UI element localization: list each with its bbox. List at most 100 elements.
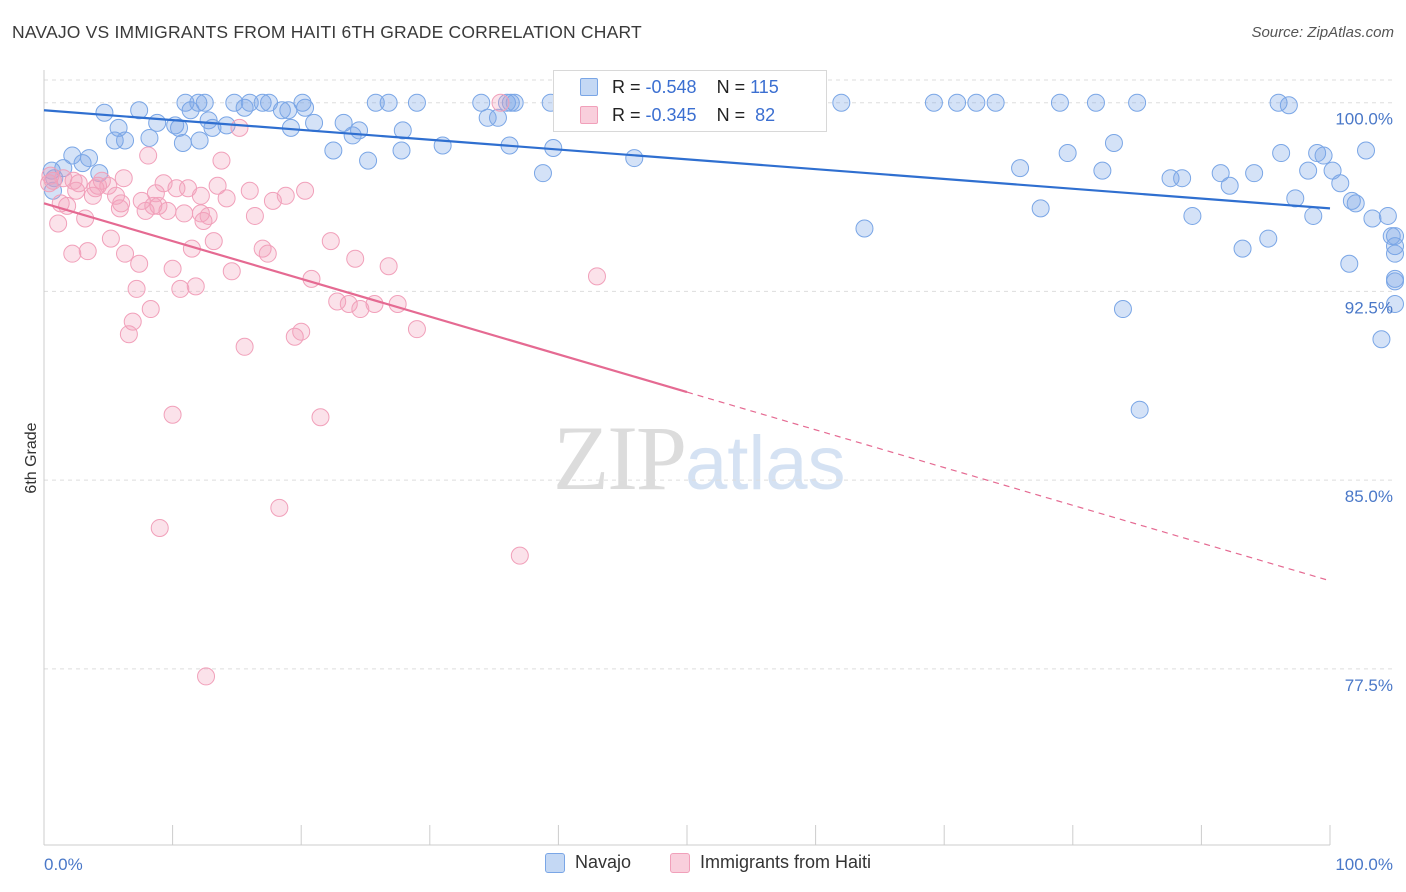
navajo-point (1011, 159, 1030, 178)
navajo-point (478, 108, 497, 127)
navajo-point (235, 98, 254, 117)
haiti-point (139, 146, 158, 165)
navajo-point (272, 101, 291, 120)
haiti-point (258, 244, 277, 263)
navajo-point (1340, 254, 1359, 273)
navajo-point (1093, 161, 1112, 180)
watermark-zip: ZIP (553, 407, 687, 509)
navajo-point (533, 164, 552, 183)
navajo-point (170, 118, 189, 137)
haiti-point (83, 186, 102, 205)
navajo-point (1386, 237, 1404, 256)
haiti-point (235, 337, 254, 356)
haiti-point (222, 262, 241, 281)
navajo-point (1386, 227, 1404, 246)
navajo-point (1173, 169, 1192, 188)
navajo-point (1113, 300, 1132, 319)
navajo-trend-line (43, 109, 1331, 210)
navajo-point (116, 131, 135, 150)
haiti-r-label: R = (612, 104, 641, 125)
navajo-point (225, 93, 244, 112)
trend-lines (43, 109, 1331, 582)
navajo-point (1279, 96, 1298, 115)
navajo-point (1372, 330, 1391, 349)
haiti-point (175, 204, 194, 223)
haiti-point (78, 242, 97, 261)
haiti-point (76, 209, 95, 228)
navajo-point (379, 93, 398, 112)
navajo-point (195, 93, 214, 112)
haiti-r-value: -0.345 (645, 104, 697, 125)
navajo-point (1386, 295, 1404, 314)
haiti-point (230, 118, 249, 137)
navajo-point (1386, 244, 1404, 263)
legend-item-navajo: Navajo (545, 852, 631, 873)
haiti-point (163, 259, 182, 278)
navajo-point (1183, 206, 1202, 225)
haiti-n-label: N = (716, 104, 746, 125)
haiti-point (253, 239, 272, 258)
chart-title: NAVAJO VS IMMIGRANTS FROM HAITI 6TH GRAD… (12, 22, 642, 42)
navajo-point (190, 131, 209, 150)
haiti-point (130, 254, 149, 273)
navajo-point (1269, 93, 1288, 112)
haiti-point (116, 244, 135, 263)
navajo-point (296, 98, 315, 117)
navajo-point (1130, 400, 1149, 419)
haiti-point (163, 405, 182, 424)
haiti-point (67, 181, 86, 200)
haiti-point (171, 279, 190, 298)
legend-item-haiti: Immigrants from Haiti (670, 852, 871, 873)
legend-navajo-label: Navajo (575, 852, 632, 872)
navajo-point (173, 133, 192, 152)
haiti-point (86, 179, 105, 198)
haiti-point (112, 194, 131, 213)
haiti-point (208, 176, 227, 195)
navajo-point (240, 93, 259, 112)
legend-row-navajo: R = -0.548 N = 115 (554, 73, 779, 101)
x-tick-label: 100.0% (1335, 855, 1393, 874)
navajo-point (832, 93, 851, 112)
navajo-point (1220, 176, 1239, 195)
y-tick-label: 77.5% (1345, 676, 1393, 695)
haiti-swatch (580, 106, 598, 124)
haiti-point (491, 93, 510, 112)
legend-navajo-swatch (545, 852, 565, 873)
navajo-point (189, 93, 208, 112)
navajo-point (305, 113, 324, 132)
navajo-point (130, 101, 149, 120)
navajo-point (1128, 93, 1147, 112)
haiti-point (270, 498, 289, 517)
navajo-point (1331, 174, 1350, 193)
navajo-point (1259, 229, 1278, 248)
navajo-point (472, 93, 491, 112)
navajo-point (293, 93, 312, 112)
navajo-point (505, 93, 524, 112)
tick-labels: 100.0% 92.5% 85.0% 77.5% 0.0% 100.0% 6th Grade (23, 110, 1393, 874)
haiti-point (510, 546, 529, 565)
axes (43, 70, 1331, 846)
haiti-points (40, 93, 606, 686)
haiti-point (40, 174, 59, 193)
navajo-point (1086, 93, 1105, 112)
navajo-point (176, 93, 195, 112)
navajo-point (140, 128, 159, 147)
navajo-point (1104, 133, 1123, 152)
legend-haiti-swatch (670, 852, 690, 873)
haiti-point (54, 169, 73, 188)
haiti-point (379, 257, 398, 276)
navajo-point (924, 93, 943, 112)
navajo-n-label: N = (716, 76, 746, 97)
navajo-point (501, 93, 520, 112)
haiti-point (114, 169, 133, 188)
navajo-r-label: R = (612, 76, 641, 97)
haiti-point (311, 408, 330, 427)
haiti-point (199, 206, 218, 225)
navajo-point (1386, 272, 1404, 291)
navajo-point (366, 93, 385, 112)
navajo-point (1304, 206, 1323, 225)
navajo-n-value: 115 (750, 76, 779, 97)
haiti-point (123, 312, 142, 331)
haiti-point (245, 206, 264, 225)
